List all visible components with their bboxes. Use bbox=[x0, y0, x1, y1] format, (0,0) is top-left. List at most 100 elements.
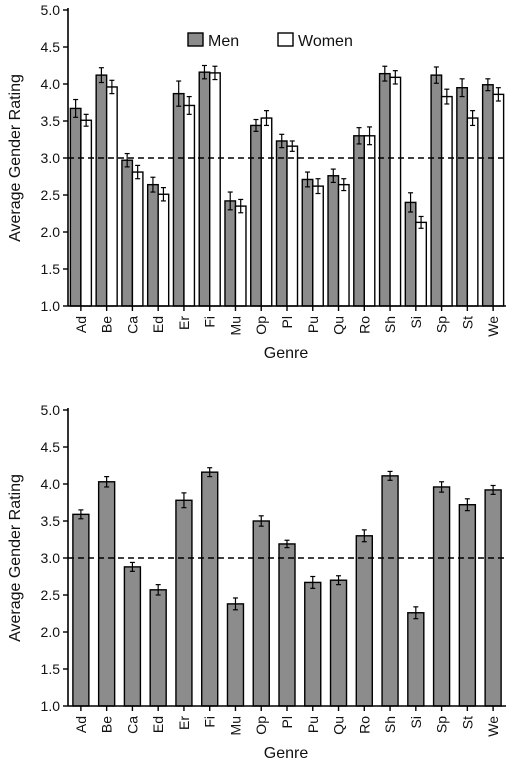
bar-ad-2 bbox=[80, 119, 93, 307]
y-tick-label: 2.5 bbox=[41, 587, 61, 603]
x-tick-label-ca: Ca bbox=[124, 316, 140, 334]
bar-pl-1 bbox=[275, 140, 288, 307]
bar-ed-2 bbox=[157, 193, 170, 307]
x-tick-label-ad: Ad bbox=[73, 316, 89, 333]
x-tick-label-pl: Pl bbox=[279, 716, 295, 728]
y-tick-label: 4.0 bbox=[41, 476, 61, 492]
error-bar-sh-1 bbox=[382, 65, 388, 82]
bar-be-1 bbox=[95, 74, 108, 307]
bar-ro-1 bbox=[355, 535, 373, 707]
bar-qu-1 bbox=[327, 175, 340, 307]
error-bar-we-1 bbox=[490, 484, 496, 495]
x-tick-label-sh: Sh bbox=[382, 716, 398, 733]
error-bar-sp-1 bbox=[433, 66, 439, 84]
error-bar-qu-1 bbox=[330, 168, 336, 184]
x-tick-label-ro: Ro bbox=[356, 716, 372, 734]
bar-si-1 bbox=[404, 201, 417, 307]
bar-sh-1 bbox=[378, 72, 391, 307]
y-tick-label: 1.5 bbox=[41, 261, 61, 277]
y-axis-title: Average Gender Rating bbox=[7, 474, 24, 642]
x-tick-label-sp: Sp bbox=[434, 716, 450, 733]
bar-st-1 bbox=[456, 86, 469, 307]
error-bar-we-1 bbox=[485, 78, 491, 92]
bar-be-1 bbox=[97, 481, 116, 707]
x-tick-label-be: Be bbox=[99, 716, 115, 733]
x-tick-label-fi: Fi bbox=[202, 716, 218, 728]
error-bar-pu-2 bbox=[315, 178, 321, 195]
error-bar-fi-2 bbox=[212, 65, 218, 81]
y-tick-label: 4.0 bbox=[41, 76, 61, 92]
y-tick-label: 3.0 bbox=[41, 550, 61, 566]
error-bar-ed-1 bbox=[155, 584, 161, 596]
error-bar-fi-1 bbox=[201, 64, 207, 80]
x-tick-label-ed: Ed bbox=[150, 716, 166, 733]
x-tick-label-st: St bbox=[459, 316, 475, 329]
bar-ed-1 bbox=[149, 589, 167, 707]
bar-er-2 bbox=[183, 104, 196, 307]
error-bar-pu-1 bbox=[310, 575, 316, 589]
x-tick-label-ad: Ad bbox=[73, 716, 89, 733]
error-bar-ad-1 bbox=[78, 509, 84, 520]
bar-op-2 bbox=[260, 117, 273, 307]
error-bar-ca-1 bbox=[124, 152, 130, 168]
bar-mu-1 bbox=[224, 200, 237, 307]
bar-sp-1 bbox=[432, 486, 451, 707]
bar-fi-1 bbox=[198, 71, 211, 307]
error-bar-sh-1 bbox=[387, 470, 393, 481]
error-bar-qu-1 bbox=[336, 575, 342, 586]
y-tick-label: 2.5 bbox=[41, 187, 61, 203]
bar-pl-2 bbox=[286, 145, 299, 307]
y-tick-label: 5.0 bbox=[41, 2, 61, 18]
bar-sh-1 bbox=[381, 475, 399, 707]
bar-fi-1 bbox=[201, 471, 219, 707]
legend-label-women: Women bbox=[298, 33, 353, 50]
error-bar-op-1 bbox=[258, 515, 264, 527]
x-tick-label-we: We bbox=[485, 316, 501, 337]
error-bar-sp-2 bbox=[444, 88, 450, 105]
error-bar-er-1 bbox=[181, 492, 187, 509]
error-bar-ed-1 bbox=[150, 176, 156, 193]
bar-sh-2 bbox=[389, 76, 402, 307]
bar-ro-2 bbox=[363, 135, 376, 307]
x-tick-label-pu: Pu bbox=[305, 316, 321, 333]
bar-qu-1 bbox=[329, 579, 348, 707]
error-bar-ad-2 bbox=[83, 113, 89, 127]
error-bar-ro-1 bbox=[356, 127, 362, 145]
bar-qu-2 bbox=[337, 183, 350, 307]
y-axis-title: Average Gender Rating bbox=[7, 74, 24, 242]
x-tick-label-op: Op bbox=[253, 716, 269, 735]
y-tick-label: 3.0 bbox=[41, 150, 61, 166]
error-bar-qu-2 bbox=[341, 178, 347, 192]
error-bar-sh-2 bbox=[392, 70, 398, 85]
bar-pu-2 bbox=[312, 185, 324, 307]
legend-swatch-women bbox=[277, 32, 294, 47]
error-bar-be-2 bbox=[109, 79, 115, 95]
legend: Men Women bbox=[187, 32, 353, 50]
error-bar-be-1 bbox=[98, 67, 104, 84]
bar-mu-1 bbox=[226, 603, 245, 707]
x-axis-title: Genre bbox=[264, 745, 309, 762]
error-bar-ca-1 bbox=[129, 561, 135, 572]
bar-pu-1 bbox=[304, 581, 322, 707]
bar-ca-1 bbox=[123, 566, 142, 707]
error-bar-op-2 bbox=[263, 110, 269, 127]
y-tick-label: 5.0 bbox=[41, 402, 61, 418]
error-bar-ro-1 bbox=[361, 529, 367, 543]
y-tick-label: 2.0 bbox=[41, 624, 61, 640]
error-bar-si-1 bbox=[413, 606, 419, 620]
legend-swatch-men bbox=[187, 32, 204, 47]
bar-we-1 bbox=[484, 489, 502, 707]
error-bar-we-2 bbox=[495, 87, 501, 102]
bar-si-2 bbox=[415, 221, 428, 307]
x-tick-label-fi: Fi bbox=[202, 316, 218, 328]
x-tick-label-qu: Qu bbox=[331, 316, 347, 335]
y-tick-label: 3.5 bbox=[41, 113, 61, 129]
x-tick-label-er: Er bbox=[176, 316, 192, 330]
bar-we-1 bbox=[481, 84, 494, 307]
y-tick-label: 4.5 bbox=[41, 439, 61, 455]
error-bar-mu-2 bbox=[238, 198, 244, 214]
x-tick-label-mu: Mu bbox=[227, 316, 243, 335]
bar-ed-1 bbox=[146, 183, 159, 307]
error-bar-er-2 bbox=[186, 95, 192, 115]
error-bar-mu-1 bbox=[227, 191, 233, 211]
